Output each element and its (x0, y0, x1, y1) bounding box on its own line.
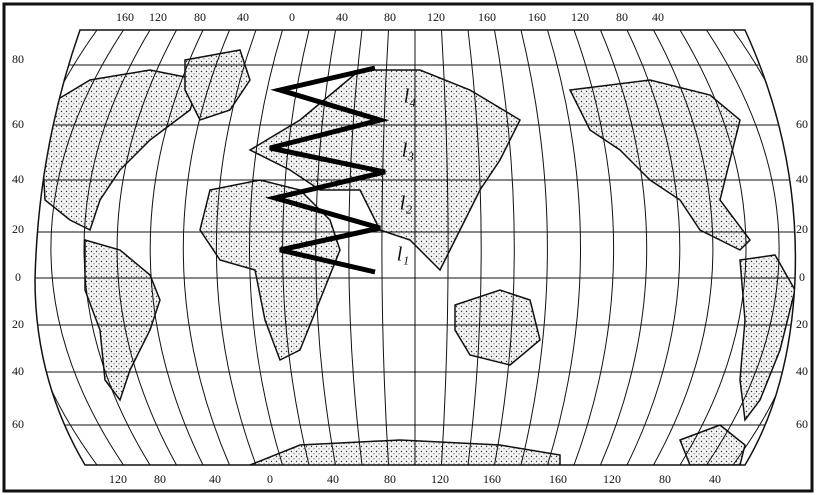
right-latitude-label: 60 (796, 417, 808, 431)
right-latitude-label: 80 (796, 52, 808, 66)
left-latitude-label: 60 (12, 117, 24, 131)
bottom-longitude-label: 80 (154, 472, 166, 486)
top-longitude-label: 120 (149, 10, 167, 24)
left-latitude-label: 40 (12, 364, 24, 378)
meridian (182, 30, 230, 465)
meridian (573, 30, 615, 465)
bottom-longitude-label: 0 (267, 472, 273, 486)
left-latitude-label: 60 (12, 417, 24, 431)
bottom-longitude-label: 80 (384, 472, 396, 486)
meridian (50, 30, 124, 465)
meridian (759, 30, 796, 465)
meridian (83, 30, 151, 465)
left-latitude-label: 20 (12, 317, 24, 331)
bottom-longitude-label: 40 (209, 472, 221, 486)
bottom-longitude-label: 120 (109, 472, 127, 486)
top-longitude-label: 80 (194, 10, 206, 24)
meridian (467, 30, 482, 465)
meridian (149, 30, 204, 465)
route-label: l₁ (397, 244, 410, 266)
top-longitude-label: 40 (652, 10, 664, 24)
meridian (116, 30, 177, 465)
bottom-longitude-label: 40 (709, 472, 721, 486)
meridian (215, 30, 257, 465)
bottom-longitude-label: 160 (549, 472, 567, 486)
meridian (706, 30, 780, 465)
route-label: l₃ (402, 140, 415, 162)
left-latitude-label: 40 (12, 172, 24, 186)
meridian (494, 30, 515, 465)
left-latitude-label: 80 (12, 52, 24, 66)
bottom-longitude-label: 40 (327, 472, 339, 486)
meridian (679, 30, 747, 465)
top-longitude-label: 40 (336, 10, 348, 24)
right-latitude-label: 40 (796, 364, 808, 378)
left-latitude-label: 0 (15, 270, 21, 284)
top-longitude-label: 120 (571, 10, 589, 24)
meridian (315, 30, 336, 465)
right-latitude-label: 20 (796, 317, 808, 331)
route-label: l₄ (404, 86, 417, 108)
meridian (441, 30, 449, 465)
top-longitude-label: 0 (289, 10, 295, 24)
top-longitude-label: 160 (478, 10, 496, 24)
meridian (626, 30, 681, 465)
bottom-longitude-label: 80 (659, 472, 671, 486)
meridian (600, 30, 648, 465)
top-longitude-label: 40 (237, 10, 249, 24)
route-label: l₂ (400, 193, 413, 215)
bottom-longitude-label: 160 (483, 472, 501, 486)
meridian (653, 30, 714, 465)
meridian (249, 30, 283, 465)
top-longitude-label: 120 (427, 10, 445, 24)
meridian (547, 30, 581, 465)
top-longitude-label: 160 (528, 10, 546, 24)
top-longitude-label: 160 (116, 10, 134, 24)
continents (39, 49, 796, 465)
top-longitude-label: 80 (384, 10, 396, 24)
bottom-longitude-label: 120 (603, 472, 621, 486)
meridian (381, 30, 389, 465)
right-latitude-label: 40 (796, 172, 808, 186)
left-latitude-label: 20 (12, 222, 24, 236)
meridian (348, 30, 363, 465)
meridian (520, 30, 548, 465)
bottom-longitude-label: 120 (431, 472, 449, 486)
top-longitude-label: 80 (616, 10, 628, 24)
zigzag-route (265, 65, 390, 275)
right-latitude-label: 0 (799, 270, 805, 284)
right-latitude-label: 20 (796, 222, 808, 236)
map-border (34, 29, 797, 466)
right-latitude-label: 60 (796, 117, 808, 131)
